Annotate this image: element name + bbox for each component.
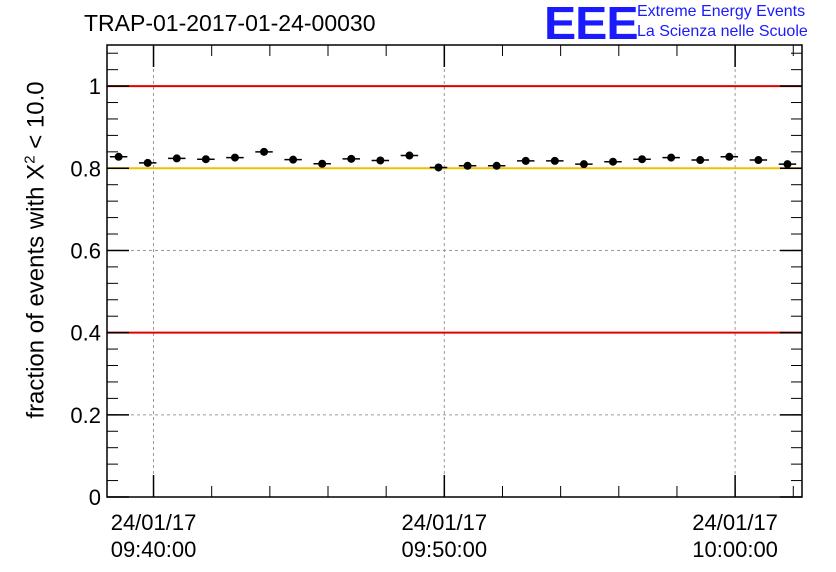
y-axis-label-chi: X: [22, 163, 50, 180]
data-point: [783, 160, 792, 169]
data-point: [260, 147, 269, 156]
data-point: [638, 155, 647, 164]
y-tick-label: 0.6: [70, 238, 101, 263]
data-point: [521, 156, 530, 165]
data-point: [696, 156, 705, 165]
data-point: [376, 156, 385, 165]
data-point: [201, 155, 210, 164]
grid: [107, 45, 802, 497]
plot-frame: [106, 44, 803, 498]
y-tick-label: 0: [89, 485, 101, 510]
data-point: [463, 161, 472, 170]
data-point: [405, 151, 414, 160]
x-tick-date-label: 24/01/17: [692, 510, 778, 535]
x-tick-time-label: 09:40:00: [111, 537, 197, 562]
data-point: [230, 153, 239, 162]
y-axis-label-suffix: < 10.0: [22, 81, 50, 156]
data-point: [318, 159, 327, 168]
y-axis-label: fraction of events with X2 < 10.0: [22, 81, 51, 418]
logo-line-2: La Scienza nelle Scuole: [637, 23, 808, 40]
chart-title: TRAP-01-2017-01-24-00030: [84, 10, 376, 36]
data-point: [550, 156, 559, 165]
data-point: [725, 152, 734, 161]
x-tick-time-label: 09:50:00: [402, 537, 488, 562]
data-point: [754, 156, 763, 165]
data-point: [492, 161, 501, 170]
data-point: [143, 158, 152, 167]
data-point: [667, 153, 676, 162]
y-tick-label: 0.2: [70, 403, 101, 428]
x-tick-date-label: 24/01/17: [111, 510, 197, 535]
data-points: [109, 147, 797, 172]
y-axis-label-prefix: fraction of events with: [22, 179, 50, 419]
y-axis-label-sup: 2: [21, 155, 39, 164]
data-point: [289, 155, 298, 164]
data-point: [347, 154, 356, 163]
reference-lines: [107, 85, 802, 334]
x-tick-date-label: 24/01/17: [402, 510, 488, 535]
data-point: [579, 160, 588, 169]
eee-logo-mark: EEE: [544, 0, 639, 49]
logo-line-1: Extreme Energy Events: [637, 3, 806, 20]
y-tick-label: 0.8: [70, 156, 101, 181]
tick-labels: 00.20.40.60.8124/01/1709:40:0024/01/1709…: [70, 74, 778, 562]
data-point: [608, 157, 617, 166]
data-point: [434, 163, 443, 172]
axis-ticks: [107, 45, 802, 498]
y-tick-label: 1: [89, 74, 101, 99]
x-tick-time-label: 10:00:00: [692, 537, 778, 562]
eee-logo: EEE Extreme Energy Events La Scienza nel…: [544, 0, 832, 49]
data-point: [114, 152, 123, 161]
y-tick-label: 0.4: [70, 321, 101, 346]
data-point: [172, 154, 181, 163]
